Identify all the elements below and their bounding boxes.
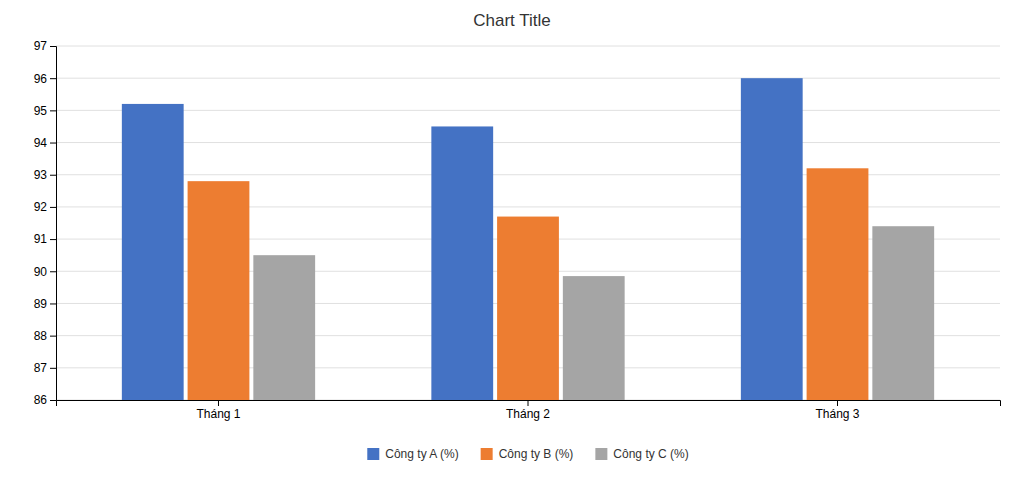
y-tick: 90 (34, 265, 56, 279)
legend-label: Công ty C (%) (613, 447, 688, 461)
x-tick: Tháng 1 (196, 400, 240, 421)
chart: Chart Title 86 87 88 89 90 91 92 93 94 95 96 97 Tháng… (0, 0, 1024, 480)
x-tick: Tháng 3 (815, 400, 859, 421)
legend-item: Công ty B (%) (481, 447, 574, 461)
y-tick-label: 96 (34, 72, 48, 86)
y-tick: 91 (34, 232, 56, 246)
x-tick-mark (528, 400, 529, 406)
bars (122, 78, 934, 400)
grid-line (56, 110, 1000, 111)
y-tick-label: 88 (34, 329, 48, 343)
y-tick: 92 (34, 200, 56, 214)
y-tick: 86 (34, 393, 56, 407)
y-tick: 94 (34, 136, 56, 150)
legend-label: Công ty B (%) (499, 447, 574, 461)
x-tick-mark (218, 400, 219, 406)
y-tick-mark (50, 175, 56, 176)
y-tick-label: 92 (34, 200, 48, 214)
y-tick: 88 (34, 329, 56, 343)
x-tick-label: Tháng 2 (506, 407, 550, 421)
y-tick: 93 (34, 168, 56, 182)
y-axis-line (50, 47, 57, 401)
grid-line (56, 78, 1000, 79)
legend-item: Công ty C (%) (595, 447, 688, 461)
y-tick-label: 95 (34, 104, 48, 118)
legend-label: Công ty A (%) (385, 447, 458, 461)
bar (253, 255, 315, 400)
y-tick-label: 93 (34, 168, 48, 182)
y-tick: 96 (34, 72, 56, 86)
y-tick-mark (50, 400, 56, 401)
legend-item: Công ty A (%) (367, 447, 458, 461)
grid-line (56, 46, 1000, 47)
bar-series (253, 226, 934, 400)
y-tick-mark (50, 46, 56, 47)
y-tick-label: 97 (34, 39, 48, 53)
y-tick-label: 89 (34, 297, 48, 311)
plot: 868788899091929394959697Tháng 1Tháng 2Th… (34, 39, 1001, 420)
y-tick-mark (50, 78, 56, 79)
y-tick: 95 (34, 104, 56, 118)
y-tick-mark (50, 271, 56, 272)
legend-swatch (481, 448, 493, 460)
y-tick-label: 86 (34, 393, 48, 407)
legend-swatch (367, 448, 379, 460)
bar-series (188, 168, 869, 400)
y-tick-mark (50, 207, 56, 208)
bar (741, 78, 803, 400)
x-tick: Tháng 2 (506, 400, 550, 421)
y-tick-mark (50, 239, 56, 240)
y-tick: 87 (34, 361, 56, 375)
grid (56, 46, 1000, 400)
x-axis-line (57, 401, 1001, 407)
y-tick: 89 (34, 297, 56, 311)
bar (431, 126, 493, 400)
bar (807, 168, 869, 400)
y-tick-label: 94 (34, 136, 48, 150)
y-tick-label: 87 (34, 361, 48, 375)
y-tick-label: 91 (34, 232, 48, 246)
grid-line (56, 142, 1000, 143)
y-tick-mark (50, 143, 56, 144)
bar (188, 181, 250, 400)
x-axis: Tháng 1 Tháng 2 Tháng 3 (57, 400, 1001, 421)
bar (872, 226, 934, 400)
bar-series (122, 78, 803, 400)
x-tick-mark (837, 400, 838, 406)
title: Chart Title (473, 11, 550, 30)
y-axis: 86 87 88 89 90 91 92 93 94 95 96 97 (34, 39, 57, 407)
y-tick-mark (50, 110, 56, 111)
bar (563, 276, 625, 400)
y-tick-label: 90 (34, 265, 48, 279)
y-tick: 97 (34, 39, 56, 53)
y-tick-mark (50, 368, 56, 369)
y-tick-mark (50, 336, 56, 337)
y-tick-mark (50, 303, 56, 304)
bar (497, 217, 559, 400)
x-tick-label: Tháng 3 (815, 407, 859, 421)
legend: Công ty A (%) Công ty B (%) Công ty C (%) (367, 447, 688, 461)
bar (122, 104, 184, 400)
legend-swatch (595, 448, 607, 460)
x-tick-label: Tháng 1 (196, 407, 240, 421)
